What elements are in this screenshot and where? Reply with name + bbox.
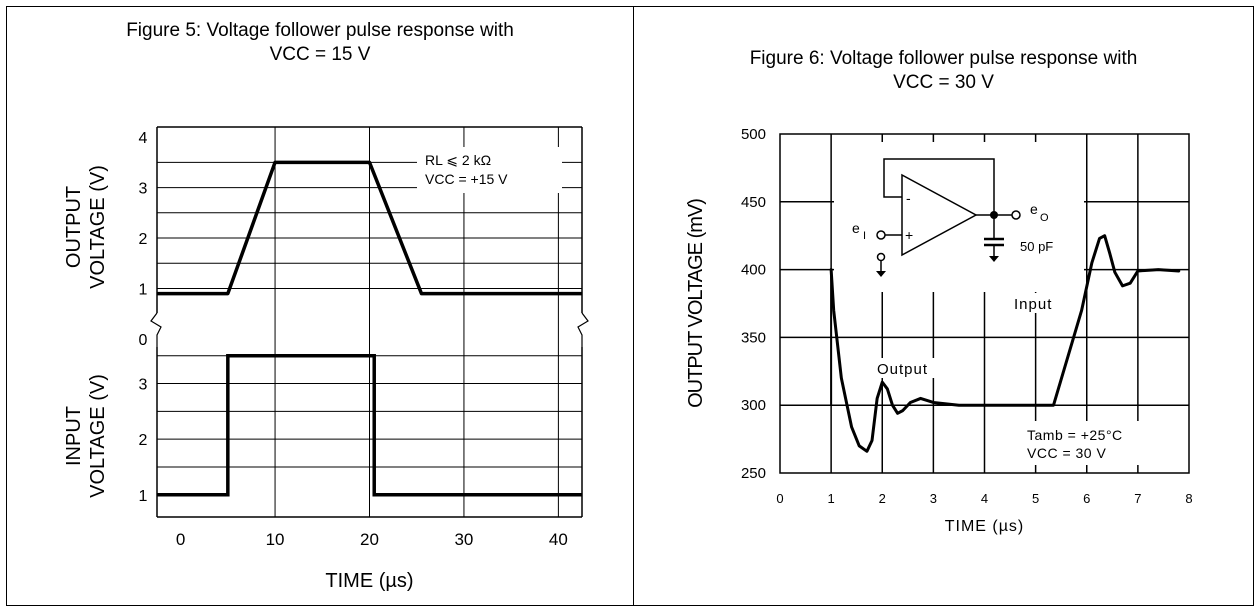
input-voltage-line <box>157 353 582 497</box>
x-tick-label: 0 <box>776 491 783 506</box>
y-tick-label: 350 <box>741 329 766 346</box>
figure-5-title-line2: VCC = 15 V <box>269 44 371 65</box>
annotation-rl: RL ⩽ 2 kΩ <box>425 152 491 168</box>
annotation-tamb: Tamb = +25°C <box>1027 427 1123 443</box>
x-tick-label: 6 <box>1083 491 1090 506</box>
x-axis-label: TIME (µs) <box>325 570 413 592</box>
output-y-tick-label: 3 <box>139 181 148 198</box>
x-tick-label: 20 <box>360 530 379 549</box>
x-tick-label: 7 <box>1134 491 1141 506</box>
axis-break-right <box>577 312 589 347</box>
x-tick-label: 40 <box>549 530 568 549</box>
output-y-label-line2: VOLTAGE (V) <box>87 165 109 289</box>
x-tick-label: 0 <box>176 530 185 549</box>
x-axis-label: TIME (µs) <box>945 518 1025 535</box>
plot-frame <box>779 133 1190 474</box>
y-tick-label: 250 <box>741 465 766 482</box>
capacitor-label: 50 pF <box>1020 239 1053 254</box>
x-tick-label: 5 <box>1032 491 1039 506</box>
x-tick-label: 30 <box>454 530 473 549</box>
output-y-tick-label: 2 <box>139 231 148 248</box>
figure-6-title-line2: VCC = 30 V <box>893 72 994 93</box>
output-label: e <box>1030 201 1038 217</box>
circuit-feedback-wire <box>883 158 995 215</box>
figure-6-title-line1: Figure 6: Voltage follower pulse respons… <box>749 48 1138 69</box>
output-y-tick-label: 0 <box>139 332 148 349</box>
y-tick-label: 400 <box>741 262 766 279</box>
x-tick-label: 3 <box>930 491 937 506</box>
output-label-background <box>874 358 940 378</box>
input-label-subscript: I <box>863 230 866 242</box>
opamp-minus-label: - <box>906 190 911 206</box>
input-y-label-line1: INPUT <box>63 406 85 466</box>
figure-6-title: Figure 6: Voltage follower pulse respons… <box>634 47 1253 95</box>
capacitor-ground-icon <box>989 256 999 262</box>
input-y-label-line2: VOLTAGE (V) <box>87 374 109 498</box>
opamp-plus-label: + <box>905 227 913 243</box>
y-axis-label: OUTPUT VOLTAGE (mV) <box>685 199 707 408</box>
x-tick-label: 10 <box>266 530 285 549</box>
figure-6-panel: Figure 6: Voltage follower pulse respons… <box>633 6 1254 606</box>
ground-icon <box>876 271 886 277</box>
input-label-background <box>1012 293 1064 313</box>
input-y-tick-label: 1 <box>139 488 148 505</box>
x-tick-label: 2 <box>879 491 886 506</box>
figure-5-panel: Figure 5: Voltage follower pulse respons… <box>6 6 634 606</box>
axis-break-left <box>150 312 162 347</box>
input-terminal <box>876 230 886 240</box>
figure-6-chart: 250 300 350 400 450 500 0 1 2 3 4 5 6 7 8 TIME (µs) OUTP… <box>685 126 1193 535</box>
annotation-background <box>417 147 562 193</box>
input-label: e <box>852 220 860 236</box>
curve-label-input: Input <box>1014 296 1052 313</box>
output-response-line <box>829 268 986 453</box>
input-y-tick-label: 3 <box>139 377 148 394</box>
y-tick-label: 500 <box>741 126 766 143</box>
figure-5-title: Figure 5: Voltage follower pulse respons… <box>7 19 633 67</box>
x-tick-label: 1 <box>828 491 835 506</box>
annotation-vcc: VCC = 30 V <box>1027 445 1106 461</box>
output-label-subscript: O <box>1040 212 1049 224</box>
y-tick-label: 300 <box>741 397 766 414</box>
input-response-line <box>983 234 1181 407</box>
annotation-vcc: VCC = +15 V <box>425 171 508 187</box>
output-terminal <box>1011 210 1021 220</box>
figure-5-title-line1: Figure 5: Voltage follower pulse respons… <box>126 20 514 41</box>
y-tick-label: 450 <box>741 194 766 211</box>
curve-label-output: Output <box>877 361 928 378</box>
x-tick-label: 4 <box>981 491 988 506</box>
ground-terminal <box>876 252 886 262</box>
input-y-tick-label: 2 <box>139 432 148 449</box>
output-voltage-line <box>157 160 582 296</box>
annotation-background <box>1022 421 1172 465</box>
output-y-label-line1: OUTPUT <box>63 186 85 268</box>
x-tick-label: 8 <box>1185 491 1192 506</box>
output-y-tick-label: 4 <box>139 130 148 147</box>
opamp-triangle <box>901 173 978 257</box>
output-y-tick-label: 1 <box>139 282 148 299</box>
